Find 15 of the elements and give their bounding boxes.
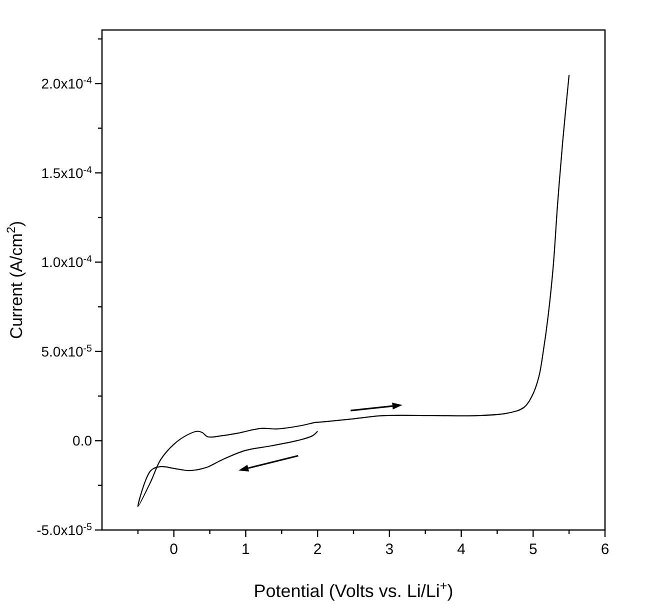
line-series (137, 74, 570, 508)
x-tick-label: 3 (385, 541, 394, 558)
x-tick-label: 5 (528, 541, 538, 558)
y-tick-label: 1.5x10$^{-4}$ (41, 164, 93, 181)
x-axis-title: Potential (Volts vs. Li/Li$^{+}$) (254, 579, 454, 601)
y-tick-label: 0.0 (72, 432, 92, 449)
y-tick-label: 2.0x10$^{-4}$ (41, 75, 93, 92)
x-tick-label: 0 (170, 541, 178, 558)
y-tick-label: 1.0x10$^{-4}$ (41, 254, 93, 270)
y-tick-label: -5.0x10$^{-5}$ (36, 522, 93, 538)
x-tick-label: 4 (457, 541, 466, 558)
x-tick-label: 1 (242, 541, 250, 558)
y-tick-label: 5.0x10$^{-5}$ (41, 342, 93, 360)
x-tick-label: 2 (313, 541, 322, 558)
x-tick-label: 6 (600, 541, 610, 558)
